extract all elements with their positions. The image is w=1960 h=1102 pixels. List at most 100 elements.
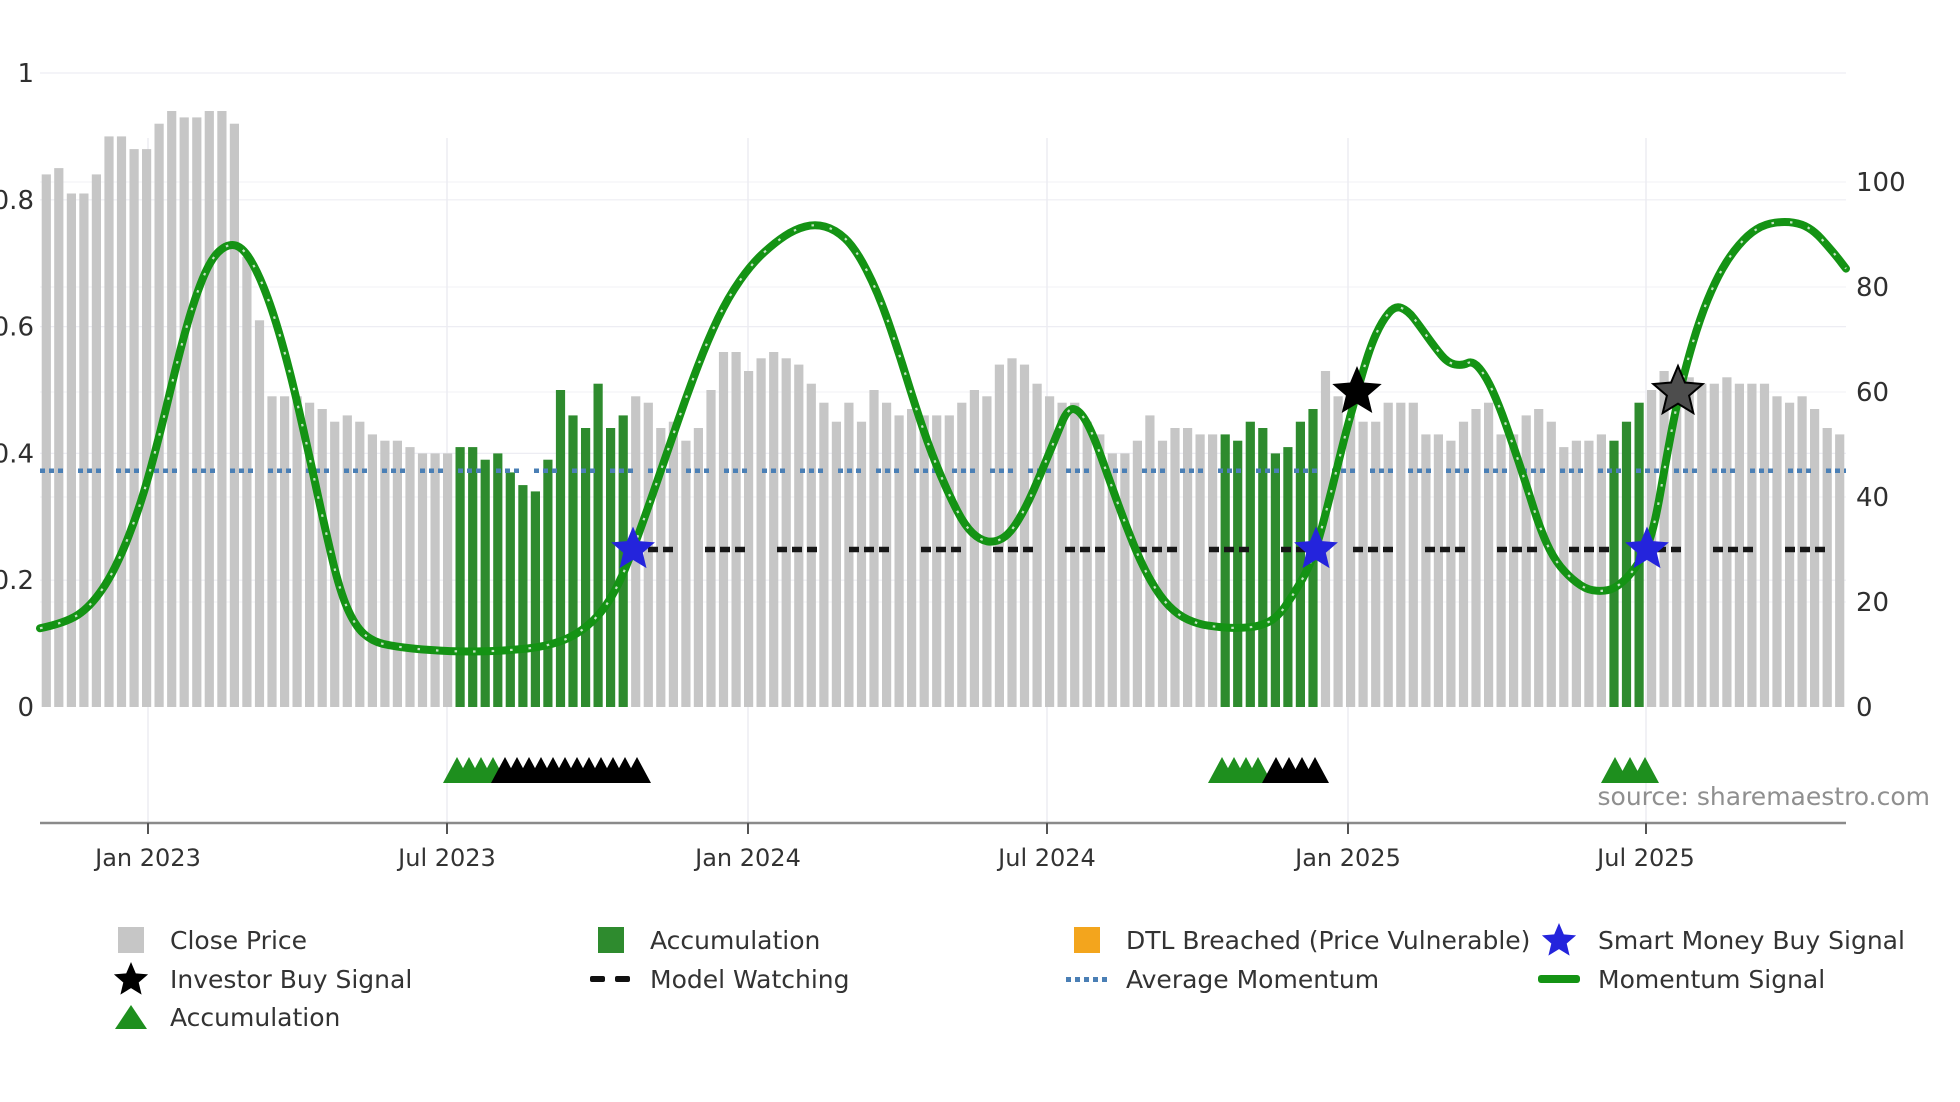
smart-money-buy-star-icon: [1294, 526, 1338, 569]
legend-label: Investor Buy Signal: [170, 964, 413, 994]
smart-money-buy-star-icon: [611, 526, 655, 569]
right-axis-label: 40: [1856, 483, 1889, 513]
close-price-bar: [1684, 377, 1694, 707]
x-axis-label: Jan 2024: [693, 844, 801, 872]
close-price-bar: [756, 358, 766, 707]
close-price-bar: [167, 111, 177, 707]
close-price-bar: [656, 428, 666, 707]
close-price-bar: [1383, 402, 1393, 707]
close-price-bar: [430, 453, 440, 707]
close-price-bar: [1170, 428, 1180, 707]
close-price-bar: [1534, 409, 1544, 707]
accumulation-bar-icon: [588, 922, 634, 958]
close-price-bar: [66, 193, 76, 707]
close-price-bar: [1810, 409, 1820, 707]
close-price-bar: [643, 402, 653, 707]
close-price-bar: [280, 396, 290, 707]
accumulation-bar: [606, 428, 616, 707]
close-price-bar: [856, 421, 867, 707]
x-axis-label: Jul 2024: [996, 844, 1096, 872]
legend-label: Smart Money Buy Signal: [1598, 925, 1905, 955]
close-price-bar: [317, 409, 327, 707]
close-price-bar: [969, 390, 979, 707]
investor-buy-star-icon: [1332, 366, 1382, 413]
close-price-bar: [54, 168, 64, 708]
legend-swatch: [1538, 975, 1580, 983]
close-price-bar: [1082, 421, 1092, 707]
close-price-bar: [932, 415, 942, 707]
close-price-bar: [192, 117, 202, 707]
watch-triangle-icon: [623, 757, 651, 783]
investor-buy-signal-icon: [108, 961, 154, 997]
right-axis-label: 100: [1856, 168, 1906, 198]
left-axis-label: 0.4: [0, 439, 34, 469]
close-price-bar: [443, 453, 453, 707]
close-price-bar: [1559, 447, 1569, 707]
left-axis-label: 0.6: [0, 313, 34, 343]
close-price-bar: [292, 396, 302, 707]
close-price-bar: [1157, 440, 1168, 707]
close-price-icon: [108, 922, 154, 958]
close-price-bar: [1045, 396, 1055, 707]
source-note: source: sharemaestro.com: [1597, 782, 1931, 811]
close-price-bar: [1484, 402, 1494, 707]
close-price-bar: [781, 358, 791, 707]
close-price-bar: [1734, 383, 1744, 707]
close-price-bar: [718, 352, 729, 707]
accumulation-triangle-icon: [1244, 757, 1272, 783]
accumulation-bar: [1295, 421, 1305, 707]
close-price-bar: [1396, 402, 1406, 707]
close-price-bar: [831, 421, 841, 707]
accumulation-bar: [593, 383, 603, 707]
close-price-bar: [1371, 421, 1381, 707]
accumulation-bar: [568, 415, 578, 707]
legend-item-momentum-signal: Momentum Signal: [1536, 961, 1825, 997]
close-price-bar: [1672, 377, 1682, 707]
close-price-bar: [1446, 440, 1456, 707]
legend-label: Accumulation: [170, 1002, 341, 1032]
watch-triangle-icon: [1301, 757, 1329, 783]
close-price-bar: [41, 174, 51, 707]
legend-label: DTL Breached (Price Vulnerable): [1126, 925, 1531, 955]
x-axis-label: Jan 2025: [1293, 844, 1401, 872]
legend-label: Momentum Signal: [1598, 964, 1826, 994]
x-axis-label: Jul 2023: [396, 844, 496, 872]
close-price-bar: [405, 447, 415, 707]
close-price-bar: [179, 117, 189, 707]
legend-swatch: [1074, 927, 1100, 953]
close-price-bar: [104, 136, 114, 707]
legend-swatch: [590, 976, 630, 982]
investor-buy-star-icon: [1650, 363, 1706, 416]
left-axis-label: 1: [17, 59, 34, 89]
close-price-bar: [79, 193, 89, 707]
close-price-bar: [744, 371, 754, 707]
right-axis-label: 0: [1856, 693, 1873, 723]
close-price-bar: [305, 402, 315, 707]
close-price-bar: [731, 352, 741, 707]
close-price-bar: [1433, 434, 1443, 707]
close-price-bar: [267, 396, 277, 707]
close-price-bar: [1107, 453, 1117, 707]
left-axis-label: 0.2: [0, 566, 34, 596]
close-price-bar: [1132, 440, 1142, 707]
accumulation-bar: [1245, 421, 1255, 707]
legend-item-accumulation-bar: Accumulation: [588, 922, 820, 958]
accumulation-marker-strips: [443, 757, 1659, 783]
close-price-bar: [392, 440, 402, 707]
accumulation-bar: [455, 447, 465, 707]
close-price-bar: [1333, 396, 1343, 707]
close-price-bar: [1095, 434, 1105, 707]
smart-money-buy-signal-icon: [1536, 922, 1582, 958]
average-momentum-icon: [1064, 961, 1110, 997]
left-axis-label: 0: [17, 693, 34, 723]
close-price-bar: [1772, 396, 1782, 707]
close-price-bar: [982, 396, 992, 707]
right-axis-label: 60: [1856, 378, 1889, 408]
close-price-bar: [1070, 402, 1080, 707]
accumulation-bar: [480, 459, 490, 707]
accumulation-bar: [1283, 447, 1293, 707]
legend-item-close-price: Close Price: [108, 922, 307, 958]
model-watching-icon: [588, 961, 634, 997]
accumulation-bar: [1233, 440, 1243, 707]
